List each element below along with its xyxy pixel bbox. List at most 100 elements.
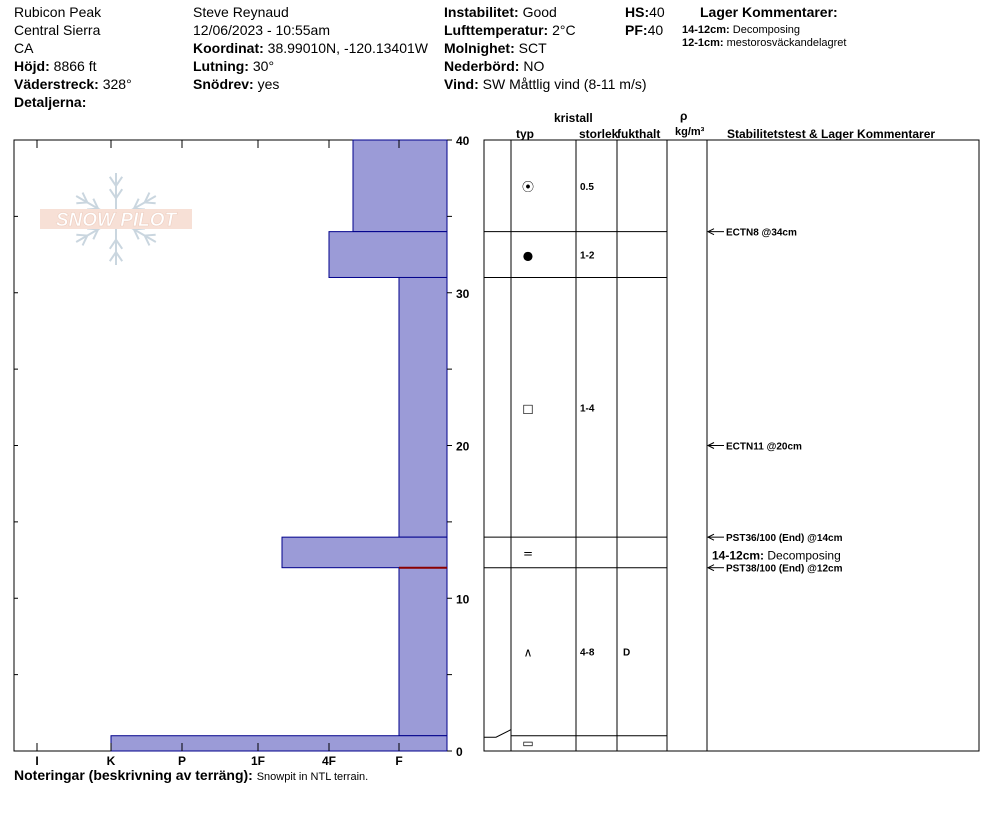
table-frame <box>483 139 980 752</box>
layer-comment-1: 14-12cm: Decomposing <box>682 24 800 37</box>
sky-label: Molnighet: <box>444 40 515 56</box>
y-tick-label: 40 <box>456 134 470 148</box>
snowflake-branch <box>108 239 117 250</box>
aspect-value: 328° <box>102 76 132 92</box>
location: Rubicon Peak <box>14 4 102 20</box>
snowflake-branch <box>108 251 117 262</box>
snowflake-branch <box>92 228 99 240</box>
air-temp-row: Lufttemperatur: 2°C <box>444 22 576 38</box>
notes-row: Noteringar (beskrivning av terräng): Sno… <box>14 767 368 785</box>
snowflake-branch <box>115 188 124 199</box>
stability-test-label: ECTN11 @20cm <box>726 442 802 453</box>
snowflake-branch <box>133 198 140 210</box>
side-comment-text: Decomposing <box>764 548 841 562</box>
snowflake-branch <box>81 235 89 246</box>
snowflake-branch <box>143 235 151 246</box>
pf-row: PF:40 <box>625 22 663 38</box>
precip-value: NO <box>523 58 545 74</box>
snowflake-branch <box>115 251 124 262</box>
snowflake-branch <box>144 201 156 205</box>
y-tick-label: 0 <box>456 745 463 759</box>
hs-value: 40 <box>649 4 665 20</box>
x-tick-label: F <box>395 754 402 768</box>
x-tick-label: I <box>35 754 38 768</box>
snowpilot-logo: SNOW PILOT <box>40 173 192 265</box>
hardness-layer-bar <box>352 139 448 233</box>
pf-value: 40 <box>647 22 664 38</box>
crystal-size: 0.5 <box>580 182 594 193</box>
stability-arrow-head <box>706 533 715 541</box>
wind-loading-value: yes <box>257 76 280 92</box>
wind-value: SW Måttlig vind (8-11 m/s) <box>482 76 647 92</box>
aspect-label: Väderstreck: <box>14 76 99 92</box>
stability-arrow-head <box>706 442 715 449</box>
hs-row: HS:40 <box>625 4 665 20</box>
pf-label: PF: <box>625 22 648 38</box>
layer-comment-2: 12-1cm: mestorosväckandelagret <box>682 37 846 50</box>
slope-label: Lutning: <box>193 58 249 74</box>
crystal-symbol: ∧ <box>524 646 533 660</box>
snowflake-branch <box>144 233 156 237</box>
aspect-row: Väderstreck: 328° <box>14 76 132 92</box>
crystal-symbol: ▭ <box>522 736 533 750</box>
layer-comment-1-text: Decomposing <box>732 24 801 36</box>
y-tick-label: 10 <box>456 592 470 606</box>
hardness-layer-bar <box>398 276 448 538</box>
snowflake-branch <box>143 192 151 203</box>
crystal-size: 1-4 <box>580 403 595 414</box>
logo-text: SNOW PILOT <box>56 210 178 231</box>
hardness-layer-bar <box>110 735 448 752</box>
elevation-value: 8866 ft <box>53 58 97 74</box>
layer-comment-2-range: 12-1cm: <box>682 37 724 49</box>
crystal-symbol: ● <box>523 249 533 263</box>
hardness-layer-bar <box>398 567 448 737</box>
crystal-size: 4-8 <box>580 648 595 659</box>
col-size-header: storlek <box>579 127 619 141</box>
col-crystal-header: kristall <box>554 111 593 125</box>
crystal-size: 1-2 <box>580 251 595 262</box>
y-tick-label: 20 <box>456 440 470 454</box>
slope-row: Lutning: 30° <box>193 58 274 74</box>
stability-label: Instabilitet: <box>444 4 519 20</box>
x-tick-label: 1F <box>251 754 265 768</box>
snowflake-branch <box>133 228 140 240</box>
col-rho-header: ρ <box>680 109 688 123</box>
stability-test-label: PST38/100 (End) @12cm <box>726 564 843 575</box>
side-comment-range: 14-12cm: <box>712 548 764 562</box>
coordinate-row: Koordinat: 38.99010N, -120.13401W <box>193 40 428 56</box>
elevation-row: Höjd: 8866 ft <box>14 58 96 74</box>
snowflake-branch <box>115 239 124 250</box>
col-density-unit: kg/m³ <box>675 126 705 138</box>
layer-comments-title: Lager Kommentarer: <box>700 4 838 20</box>
wind-row: Vind: SW Måttlig vind (8-11 m/s) <box>444 76 647 92</box>
x-tick-label: 4F <box>322 754 336 768</box>
observer: Steve Reynaud <box>193 4 289 20</box>
snowflake-branch <box>108 176 117 187</box>
stability-test-label: ECTN8 @34cm <box>726 228 797 239</box>
stability-arrow-head <box>706 564 715 572</box>
hs-label: HS: <box>625 4 650 20</box>
logo-banner <box>40 209 192 229</box>
col-type-header: typ <box>516 127 534 141</box>
precip-label: Nederbörd: <box>444 58 520 74</box>
air-temp-value: 2°C <box>552 22 576 38</box>
notes-value: Snowpit in NTL terrain. <box>256 771 369 783</box>
layer-comment-2-text: mestorosväckandelagret <box>726 37 847 49</box>
air-temp-label: Lufttemperatur: <box>444 22 549 38</box>
col-moisture-header: fukthalt <box>617 127 661 141</box>
crystal-symbol: ⦿ <box>522 180 534 194</box>
col-stability-header: Stabilitetstest & Lager Kommentarer <box>727 127 936 141</box>
side-comment: 14-12cm: Decomposing <box>712 548 841 562</box>
stability-row: Instabilitet: Good <box>444 4 557 20</box>
mountain-range: Central Sierra <box>14 22 101 38</box>
state: CA <box>14 40 34 56</box>
crystal-symbol: □ <box>522 401 533 415</box>
x-tick-label: P <box>178 754 186 768</box>
stability-value: Good <box>522 4 557 20</box>
snowflake-branch <box>76 233 88 237</box>
snowflake-branch <box>115 176 124 187</box>
crystal-moisture: D <box>623 648 630 659</box>
details-label: Detaljerna: <box>14 94 87 110</box>
snowflake-branch <box>76 201 88 205</box>
